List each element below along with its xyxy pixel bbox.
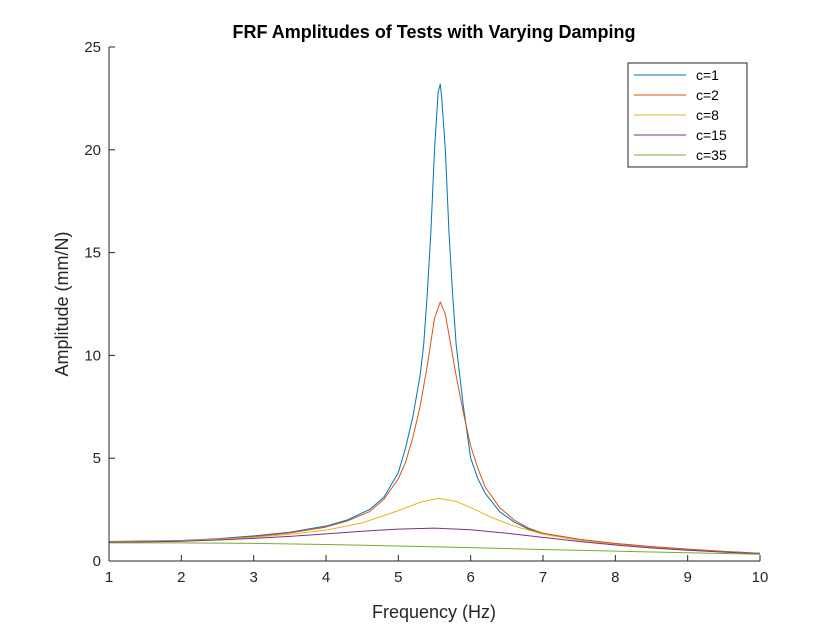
- series-layer: [108, 83, 761, 555]
- y-tick-label: 0: [93, 553, 101, 570]
- legend-label-2: c=2: [696, 87, 719, 103]
- x-tick-label: 9: [683, 569, 691, 586]
- x-tick-label: 7: [539, 569, 547, 586]
- ticks-layer: 1 2 3 4 5 6 7 8 9 10 0 5 10 15 20 25: [84, 39, 768, 586]
- x-tick-label: 6: [466, 569, 474, 586]
- y-tick-label: 15: [84, 245, 101, 262]
- series-line-2: [108, 301, 761, 554]
- legend: c=1 c=2 c=8 c=15 c=35: [627, 62, 748, 168]
- x-axis-label: Frequency (Hz): [372, 602, 496, 622]
- legend-label-4: c=15: [696, 127, 727, 143]
- y-tick-label: 25: [84, 39, 101, 56]
- x-tick-label: 10: [752, 569, 769, 586]
- chart-title: FRF Amplitudes of Tests with Varying Dam…: [232, 22, 635, 42]
- x-tick-label: 8: [611, 569, 619, 586]
- y-tick-label: 5: [93, 450, 101, 467]
- y-tick-label: 10: [84, 347, 101, 364]
- y-tick-label: 20: [84, 142, 101, 159]
- series-line-5: [109, 542, 761, 555]
- x-tick-label: 2: [177, 569, 185, 586]
- x-tick-label: 3: [249, 569, 257, 586]
- x-tick-label: 4: [322, 569, 330, 586]
- legend-label-5: c=35: [696, 147, 727, 163]
- x-tick-label: 5: [394, 569, 402, 586]
- series-line-4: [108, 527, 761, 555]
- axes-layer: [108, 47, 760, 562]
- x-tick-label: 1: [105, 569, 113, 586]
- y-axis-label: Amplitude (mm/N): [52, 231, 72, 376]
- legend-label-3: c=8: [696, 107, 719, 123]
- legend-label-1: c=1: [696, 67, 719, 83]
- legend-box: [627, 62, 748, 168]
